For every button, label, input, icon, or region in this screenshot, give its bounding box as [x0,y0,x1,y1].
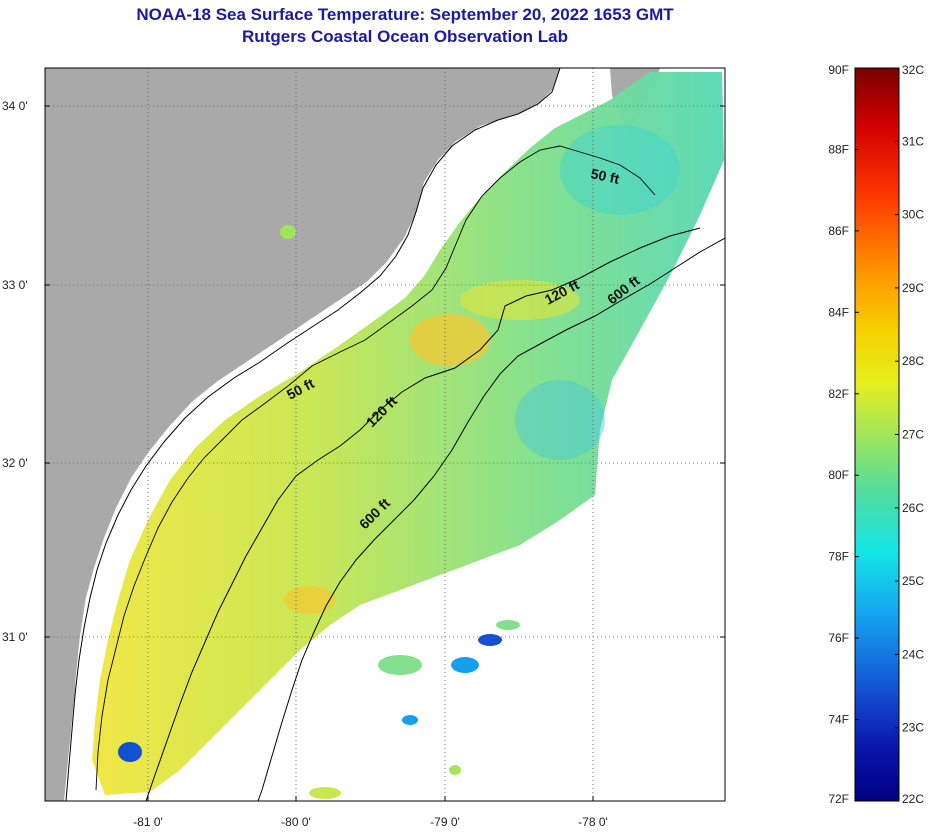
colorbar-label-c: 30C [902,208,924,222]
colorbar-label-f: 88F [828,142,849,156]
lat-label: 32 0' [2,456,28,470]
lon-label: -80 0' [281,815,311,829]
colorbar-label-f: 78F [828,550,849,564]
contour-label-50ft: 50 ft [589,165,621,187]
cool-patch [560,125,680,215]
contour-120ft [145,227,701,801]
colorbar-label-c: 31C [902,134,924,148]
colorbar-label-c: 28C [902,354,924,368]
land [45,68,560,801]
data-blob [478,634,502,646]
colorbar-label-c: 23C [902,721,924,735]
lon-label: -78 0' [578,815,608,829]
graticule [45,68,725,801]
colorbar-label-c: 24C [902,647,924,661]
contour-50ft [95,145,656,791]
colorbar-label-f: 84F [828,305,849,319]
colorbar-label-f: 74F [828,713,849,727]
data-blob [118,742,142,762]
colorbar-label-f: 86F [828,224,849,238]
lat-label: 33 0' [2,278,28,292]
data-blob [451,657,479,673]
colorbar-label-f: 90F [828,63,849,77]
lat-label: 31 0' [2,630,28,644]
lon-label: -81 0' [133,815,163,829]
colorbar-label-c: 32C [902,63,924,77]
contour-600ft [257,237,725,801]
warm-patch [284,586,336,614]
map-title: NOAA-18 Sea Surface Temperature: Septemb… [136,5,674,24]
colorbar-label-f: 82F [828,387,849,401]
colorbar-label-f: 72F [828,792,849,806]
axis-ticks [45,105,725,801]
colorbar [854,67,900,802]
colorbar-label-c: 22C [902,792,924,806]
sst-swath [92,72,724,795]
data-blob [449,765,461,775]
map-subtitle: Rutgers Coastal Ocean Observation Lab [242,27,568,46]
coastline [65,68,561,801]
data-blob [378,655,422,675]
data-blob [402,715,418,725]
colorbar-label-c: 29C [902,281,924,295]
coastal-gap [73,105,542,721]
data-blob [280,225,296,239]
lat-label: 34 0' [2,99,28,113]
colorbar-label-c: 25C [902,574,924,588]
colorbar-label-c: 27C [902,428,924,442]
cool-patch [515,380,605,460]
lon-label: -79 0' [430,815,460,829]
map-frame [44,67,726,802]
colorbar-label-c: 26C [902,501,924,515]
colorbar-label-f: 76F [828,631,849,645]
data-blob [496,620,520,630]
colorbar-label-f: 80F [828,468,849,482]
data-blob [309,787,341,799]
no-data-region [265,510,725,801]
warm-patch [410,314,490,366]
